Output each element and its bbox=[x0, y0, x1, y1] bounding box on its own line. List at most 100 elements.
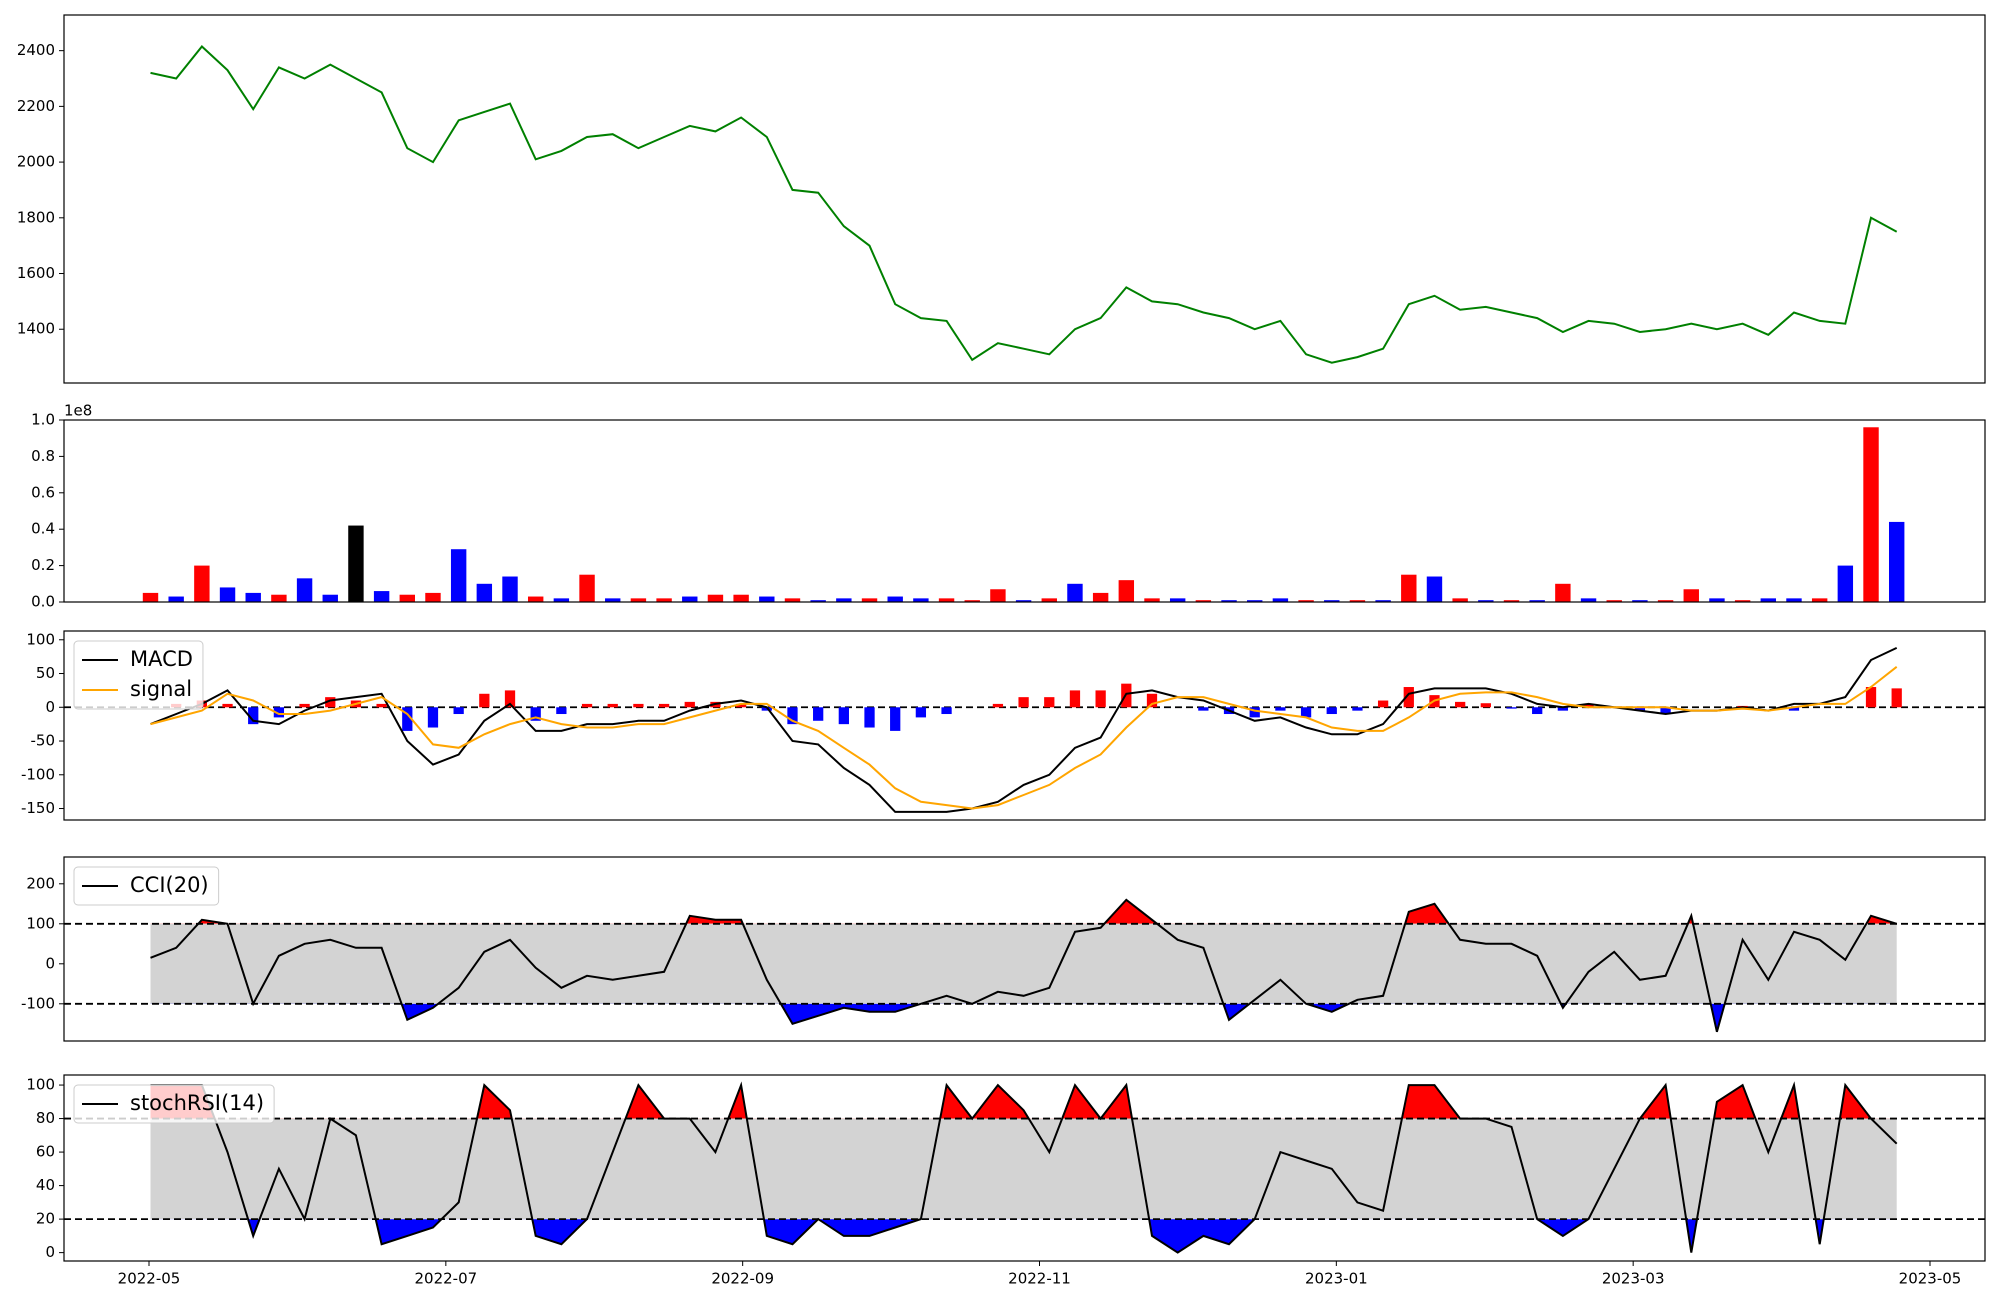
x-tick-label: 2022-07 bbox=[414, 1270, 477, 1288]
y-tick-label: 100 bbox=[26, 630, 55, 648]
volume-bar bbox=[1067, 583, 1083, 602]
volume-bar bbox=[656, 598, 672, 602]
histogram-bar bbox=[941, 707, 952, 715]
volume-bar bbox=[1606, 600, 1622, 602]
histogram-bar bbox=[581, 703, 593, 708]
volume-bar bbox=[1092, 592, 1109, 602]
histogram-bar bbox=[1557, 707, 1569, 711]
histogram-bar bbox=[684, 701, 695, 708]
legend-label: stochRSI(14) bbox=[130, 1091, 264, 1115]
volume-bar bbox=[1811, 598, 1828, 602]
histogram-bar bbox=[1300, 707, 1312, 718]
line bbox=[150, 898, 1897, 1033]
y-tick-label: 0 bbox=[45, 698, 55, 716]
volume-bar bbox=[527, 596, 544, 602]
volume-bar bbox=[913, 598, 929, 602]
volume-bar bbox=[194, 565, 210, 602]
volume-bar bbox=[887, 596, 903, 602]
volume-bar bbox=[1657, 600, 1674, 602]
histogram-bar bbox=[658, 703, 670, 708]
volume-bar bbox=[1195, 600, 1212, 602]
volume-bar bbox=[142, 592, 159, 602]
legend-box bbox=[73, 866, 220, 906]
legend-label: CCI(20) bbox=[130, 873, 209, 897]
volume-bar bbox=[1503, 600, 1520, 602]
volume-bar bbox=[1426, 576, 1443, 602]
y-tick-label: 0.6 bbox=[31, 483, 55, 501]
volume-bar bbox=[964, 600, 980, 602]
volume-bar bbox=[707, 594, 724, 602]
volume-bar bbox=[296, 578, 313, 602]
histogram-bar bbox=[1634, 707, 1646, 711]
y-tick-label: 0.8 bbox=[31, 447, 55, 465]
volume-bar bbox=[502, 576, 518, 602]
y-tick-label: 1400 bbox=[17, 320, 55, 338]
histogram-bar bbox=[1506, 707, 1517, 709]
y-tick-label: 0.4 bbox=[31, 520, 55, 538]
line bbox=[150, 646, 1898, 813]
volume-bar bbox=[1247, 600, 1263, 602]
volume-bar bbox=[1298, 600, 1314, 602]
volume-bar bbox=[784, 598, 801, 602]
y-tick-label: 2400 bbox=[17, 41, 55, 59]
legend-box bbox=[73, 640, 204, 710]
x-tick-label: 2023-01 bbox=[1305, 1270, 1368, 1288]
volume-bar bbox=[322, 594, 338, 602]
volume-bar bbox=[1144, 598, 1160, 602]
histogram-bar bbox=[1326, 707, 1337, 715]
histogram-bar bbox=[838, 707, 849, 725]
volume-bar bbox=[861, 598, 878, 602]
axes-frame bbox=[63, 14, 1986, 384]
histogram-bar bbox=[992, 703, 1004, 708]
histogram-bar bbox=[1095, 690, 1106, 708]
volume-bar bbox=[1221, 600, 1237, 602]
histogram-bar bbox=[607, 703, 618, 708]
y-tick-label: 20 bbox=[36, 1210, 55, 1228]
volume-bar bbox=[245, 592, 261, 602]
y-tick-label: 60 bbox=[36, 1143, 55, 1161]
y-tick-label: 80 bbox=[36, 1109, 55, 1127]
y-tick-label: -100 bbox=[21, 994, 55, 1012]
volume-bar bbox=[271, 594, 287, 602]
volume-bar bbox=[630, 598, 647, 602]
line bbox=[150, 45, 1898, 364]
histogram-bar bbox=[890, 707, 901, 731]
volume-bar bbox=[605, 598, 621, 602]
axes-frame bbox=[63, 1074, 1986, 1262]
volume-bar bbox=[1632, 600, 1648, 602]
histogram-bar bbox=[1377, 700, 1389, 708]
volume-bar bbox=[1375, 600, 1391, 602]
volume-bar bbox=[1837, 565, 1854, 602]
volume-bar bbox=[476, 583, 493, 602]
volume-bar bbox=[1863, 427, 1879, 602]
volume-bar bbox=[1015, 600, 1032, 602]
axes-frame bbox=[63, 630, 1986, 821]
histogram-bar bbox=[1044, 697, 1055, 708]
volume-bar bbox=[579, 574, 595, 602]
y-tick-label: 1600 bbox=[17, 264, 55, 282]
histogram-bar bbox=[735, 703, 747, 708]
histogram-bar bbox=[530, 707, 541, 721]
histogram-bar bbox=[1788, 707, 1800, 711]
volume-bar bbox=[1580, 598, 1597, 602]
offset-label: 1e8 bbox=[64, 402, 92, 420]
x-tick-label: 2022-11 bbox=[1008, 1270, 1071, 1288]
histogram-bar bbox=[864, 707, 875, 728]
volume-bar bbox=[450, 549, 467, 602]
histogram-bar bbox=[325, 697, 336, 708]
histogram-bar bbox=[376, 703, 387, 708]
volume-bar bbox=[219, 587, 236, 602]
volume-bar bbox=[348, 525, 364, 602]
y-tick-label: -100 bbox=[21, 765, 55, 783]
x-tick-label: 2023-05 bbox=[1899, 1270, 1962, 1288]
histogram-bar bbox=[813, 707, 824, 721]
y-tick-label: 100 bbox=[26, 1076, 55, 1094]
histogram-bar bbox=[248, 707, 259, 725]
line bbox=[150, 666, 1898, 810]
histogram-bar bbox=[504, 690, 516, 708]
histogram-bar bbox=[1583, 703, 1594, 708]
histogram-bar bbox=[1146, 693, 1158, 708]
legend: stochRSI(14) bbox=[73, 1084, 275, 1124]
volume-bar bbox=[1272, 598, 1289, 602]
